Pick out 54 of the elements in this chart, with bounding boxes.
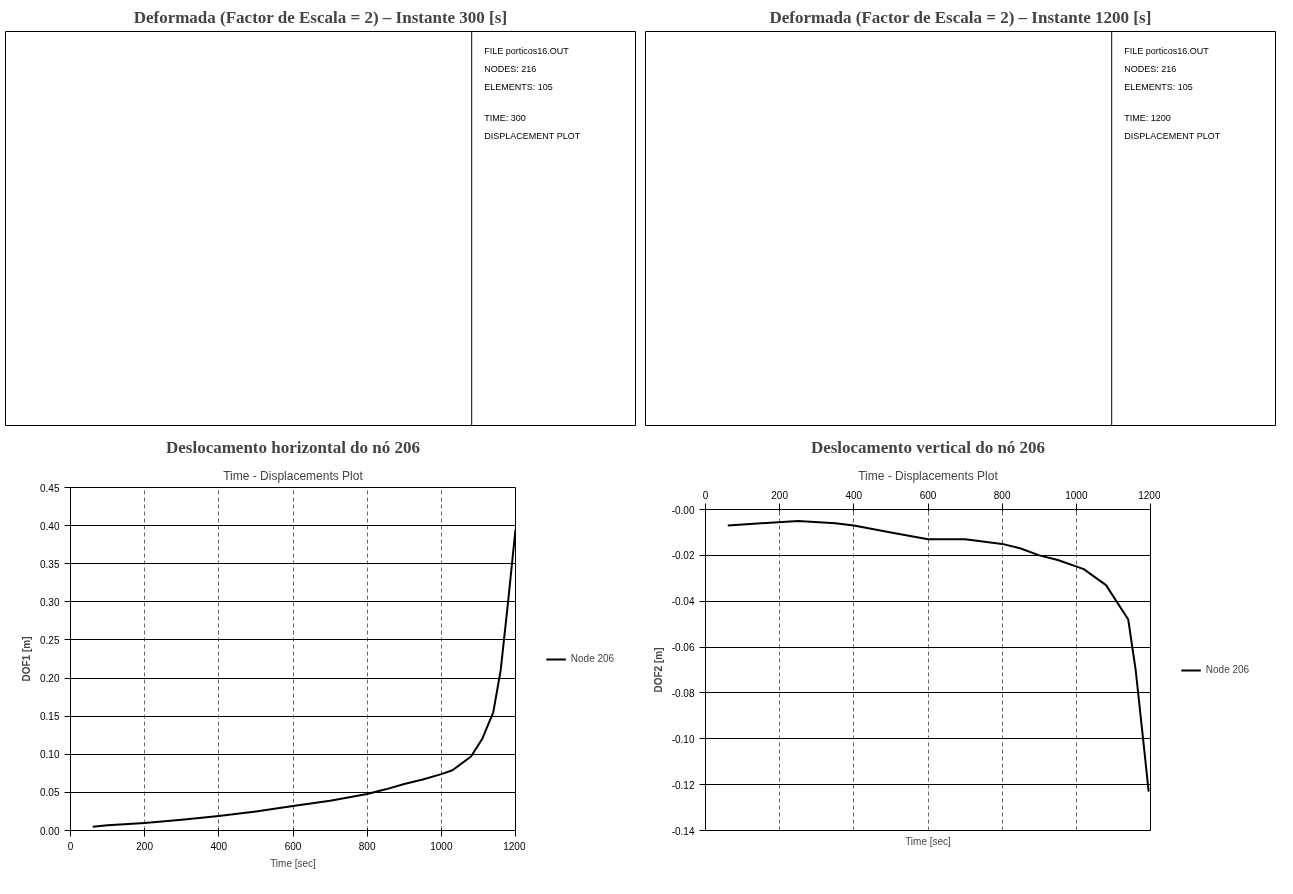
chart-title: Deslocamento vertical do nó 206 xyxy=(810,437,1046,457)
y-tick-label: 0.20 xyxy=(40,673,60,685)
y-tick-label: -0.04 xyxy=(671,596,695,608)
y-tick-label: -0.14 xyxy=(671,825,695,837)
x2-tick-label: 400 xyxy=(845,489,863,501)
legend-label: Node 206 xyxy=(570,653,615,664)
text: ELEMENTS: 105 xyxy=(1124,81,1193,92)
y-tick-label: 0.05 xyxy=(40,787,60,799)
x-tick-label: 400 xyxy=(210,840,228,852)
chart-title: Deslocamento horizontal do nó 206 xyxy=(165,437,421,457)
y-tick-label: -0.10 xyxy=(671,733,695,745)
y-tick-label: -0.02 xyxy=(671,550,695,562)
y-tick-label: 0.45 xyxy=(40,482,60,494)
text: TIME: 300 xyxy=(484,113,526,124)
legend-label: Node 206 xyxy=(1205,664,1250,675)
y-tick-label: 0.35 xyxy=(40,558,60,570)
x-tick-label: 1000 xyxy=(430,840,453,852)
text: DISPLACEMENT PLOT xyxy=(1124,130,1221,141)
text: Deformada (Factor de Escala = 2) – Instante 1200 [s] xyxy=(769,7,1152,27)
text: DISPLACEMENT PLOT xyxy=(484,130,581,141)
x2-tick-label: 600 xyxy=(919,489,937,501)
x2-tick-label: 800 xyxy=(993,489,1011,501)
y-tick-label: -0.12 xyxy=(671,779,695,791)
x2-tick-label: 1000 xyxy=(1065,489,1088,501)
y-axis-title: DOF2 [m] xyxy=(652,647,664,693)
y-tick-label: -0.00 xyxy=(671,504,695,516)
text: TIME: 1200 xyxy=(1124,113,1171,124)
x2-tick-label: 0 xyxy=(702,489,709,501)
x-tick-label: 200 xyxy=(136,840,154,852)
y-tick-label: 0.15 xyxy=(40,711,60,723)
x2-tick-label: 200 xyxy=(771,489,789,501)
y-tick-label: -0.06 xyxy=(671,642,695,654)
text: Deformada (Factor de Escala = 2) – Instante 300 [s] xyxy=(133,7,508,27)
text: NODES: 216 xyxy=(1124,63,1177,74)
text: FILE porticos16.OUT xyxy=(1124,46,1210,57)
y-tick-label: 0.10 xyxy=(40,749,60,761)
chart-subtitle: Time - Displacements Plot xyxy=(858,468,999,483)
text: ELEMENTS: 105 xyxy=(484,81,553,92)
x-tick-label: 600 xyxy=(284,840,302,852)
chart-subtitle: Time - Displacements Plot xyxy=(223,468,364,483)
y-tick-label: 0.25 xyxy=(40,634,60,646)
x-tick-label: 1200 xyxy=(503,840,526,852)
y-tick-label: 0.00 xyxy=(40,825,60,837)
x-tick-label: 0 xyxy=(67,840,74,852)
x-axis-title: Time [sec] xyxy=(905,835,952,847)
y-tick-label: 0.30 xyxy=(40,596,60,608)
x-axis-title: Time [sec] xyxy=(270,857,317,869)
y-tick-label: -0.08 xyxy=(671,687,695,699)
y-axis-title: DOF1 [m] xyxy=(21,636,33,682)
x2-tick-label: 1200 xyxy=(1138,489,1161,501)
text: NODES: 216 xyxy=(484,63,537,74)
text: FILE porticos16.OUT xyxy=(484,46,570,57)
x-tick-label: 800 xyxy=(358,840,376,852)
y-tick-label: 0.40 xyxy=(40,520,60,532)
